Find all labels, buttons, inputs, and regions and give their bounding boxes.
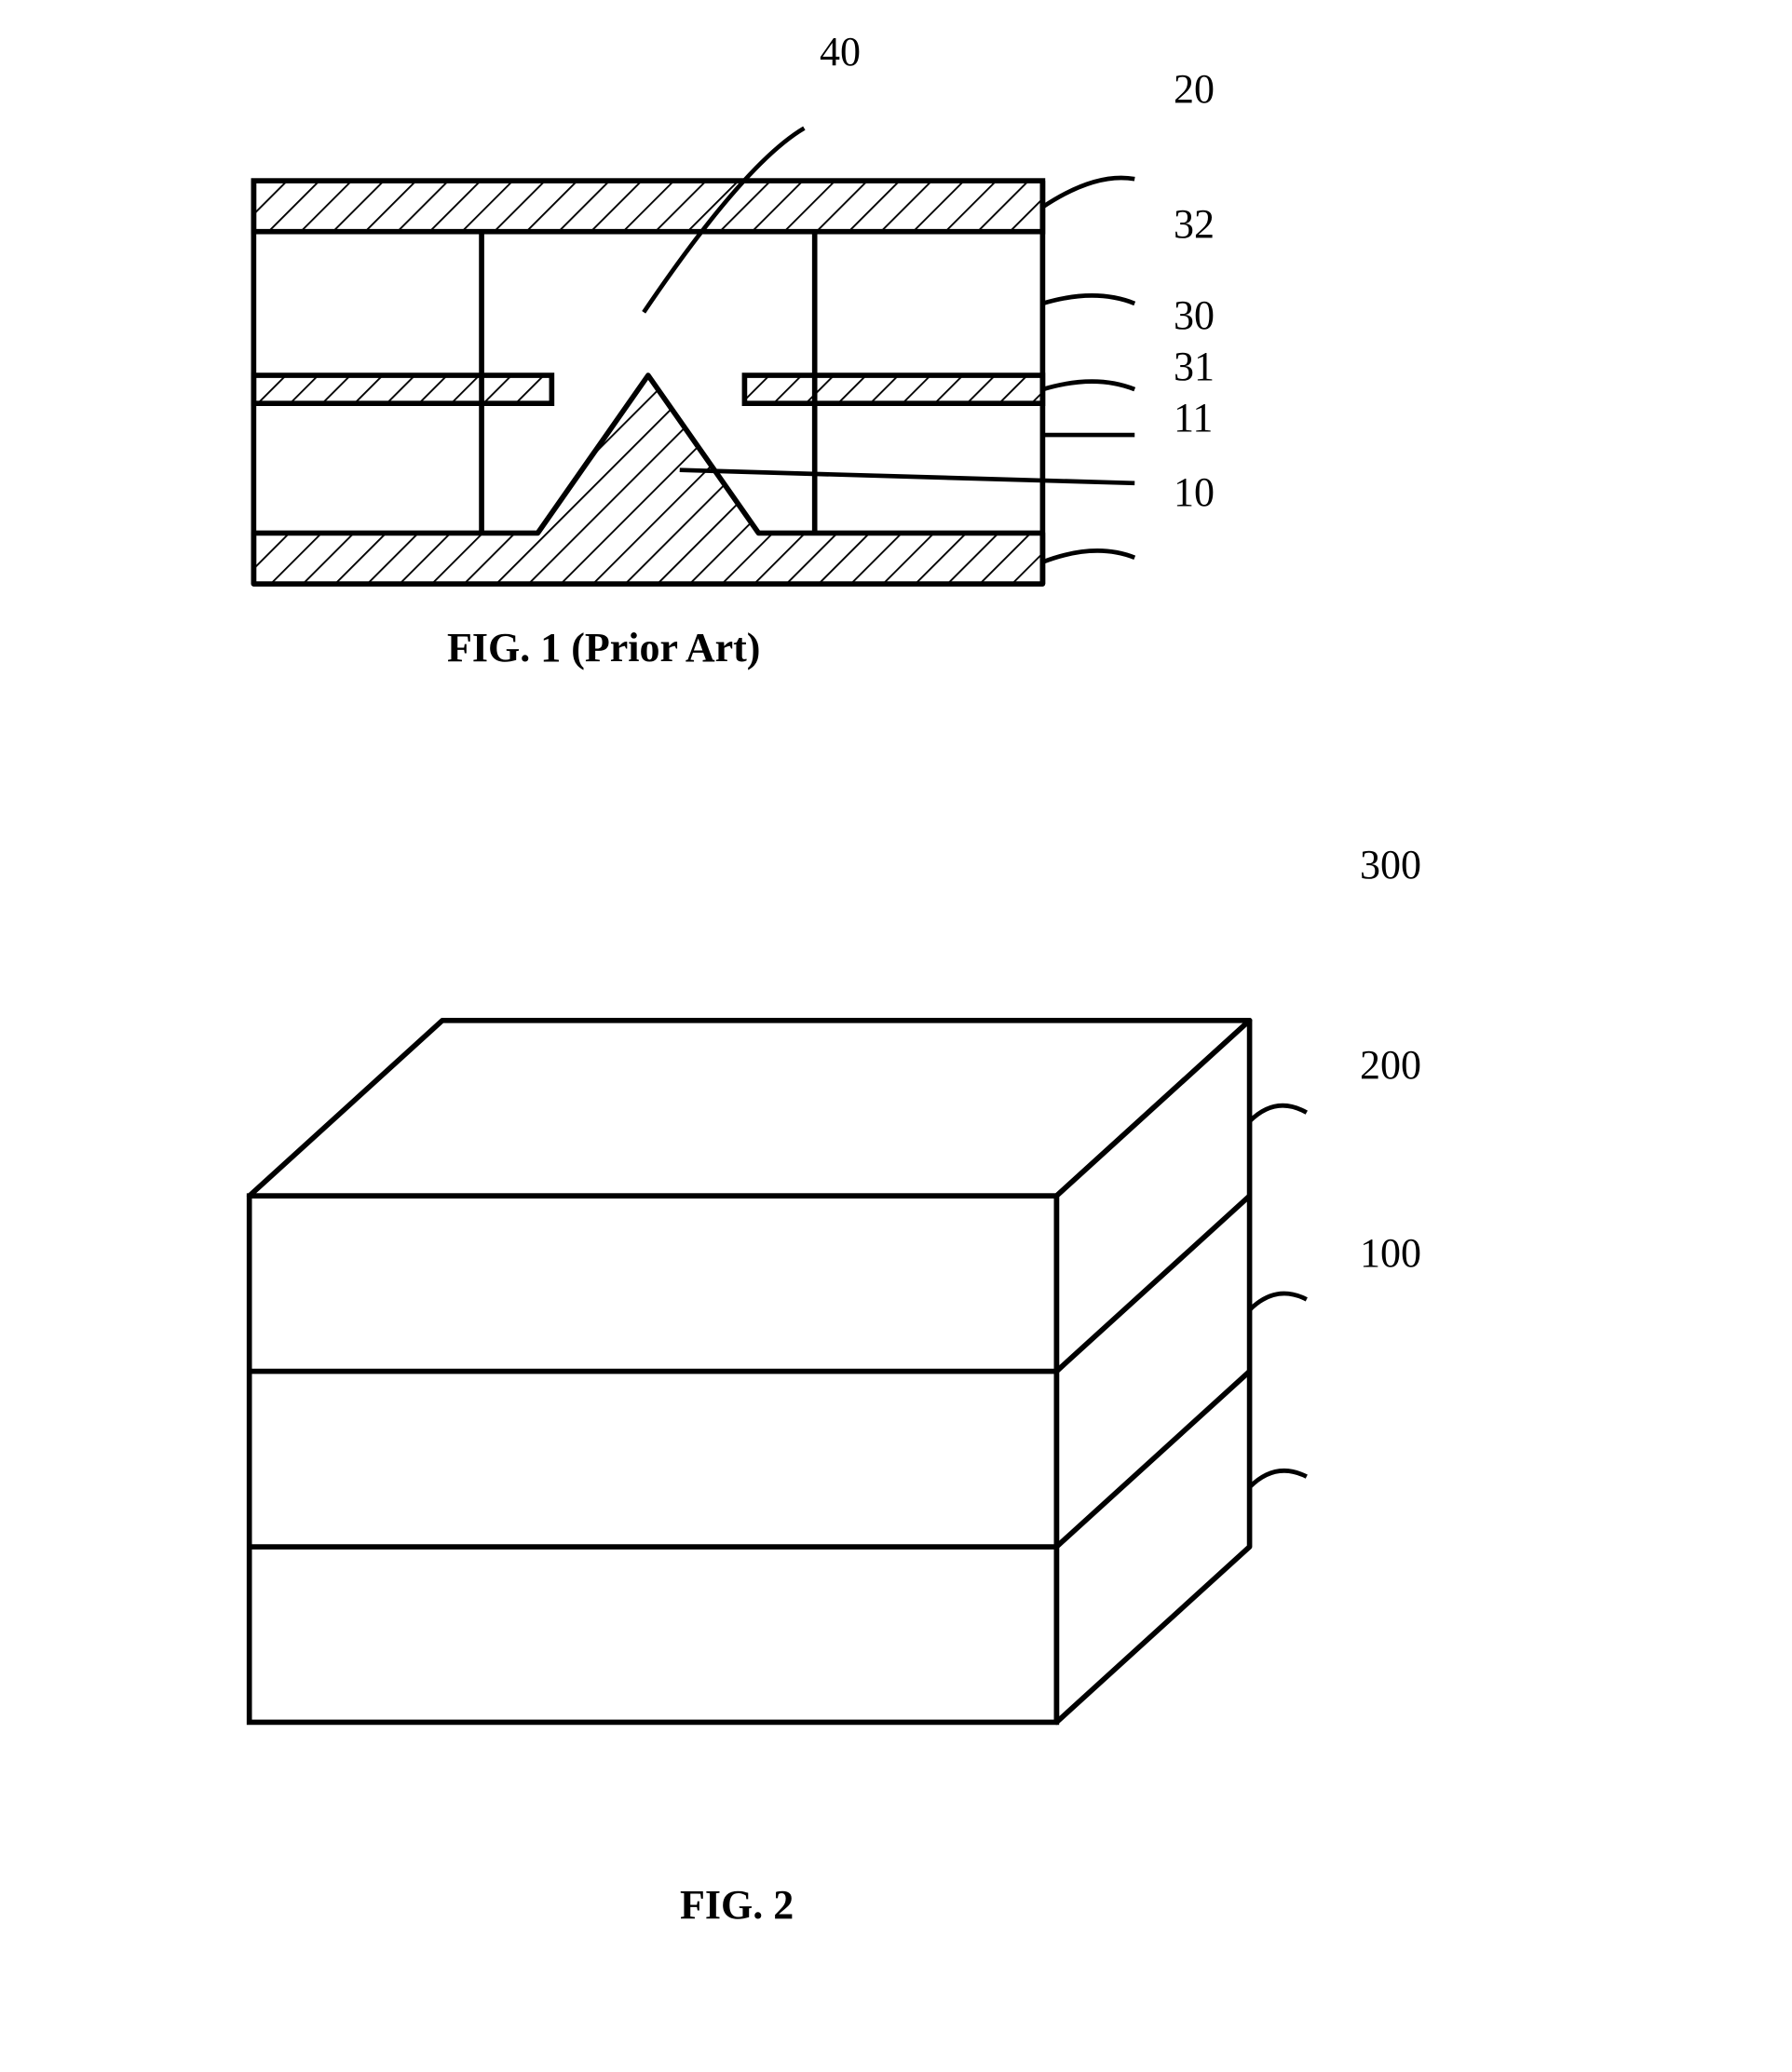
label-20: 20 bbox=[1174, 65, 1215, 113]
figure-2-svg bbox=[214, 959, 1425, 1862]
figure-1-svg bbox=[214, 93, 1257, 689]
mid-plate-left bbox=[253, 375, 551, 403]
figure-1 bbox=[214, 93, 1257, 689]
leader-11 bbox=[680, 470, 1134, 483]
front-face bbox=[250, 1196, 1057, 1722]
leader-100 bbox=[1250, 1470, 1307, 1487]
figure-1-caption: FIG. 1 (Prior Art) bbox=[447, 624, 760, 671]
label-10: 10 bbox=[1174, 468, 1215, 516]
figure-2 bbox=[214, 959, 1425, 1862]
leader-200 bbox=[1250, 1293, 1307, 1310]
label-32: 32 bbox=[1174, 200, 1215, 248]
label-200: 200 bbox=[1360, 1041, 1421, 1089]
leader-32 bbox=[1042, 295, 1134, 303]
leader-30 bbox=[1042, 382, 1134, 389]
bottom-plate-with-tip bbox=[253, 375, 1042, 584]
top-plate bbox=[253, 181, 1042, 232]
leader-20 bbox=[1042, 178, 1134, 207]
leader-300 bbox=[1250, 1105, 1307, 1121]
label-31: 31 bbox=[1174, 343, 1215, 390]
label-30: 30 bbox=[1174, 291, 1215, 339]
label-11: 11 bbox=[1174, 394, 1213, 441]
figure-2-caption: FIG. 2 bbox=[680, 1881, 794, 1929]
mid-plate-right bbox=[744, 375, 1042, 403]
leader-10 bbox=[1042, 550, 1134, 562]
label-40: 40 bbox=[820, 28, 861, 75]
label-100: 100 bbox=[1360, 1229, 1421, 1277]
label-300: 300 bbox=[1360, 841, 1421, 888]
